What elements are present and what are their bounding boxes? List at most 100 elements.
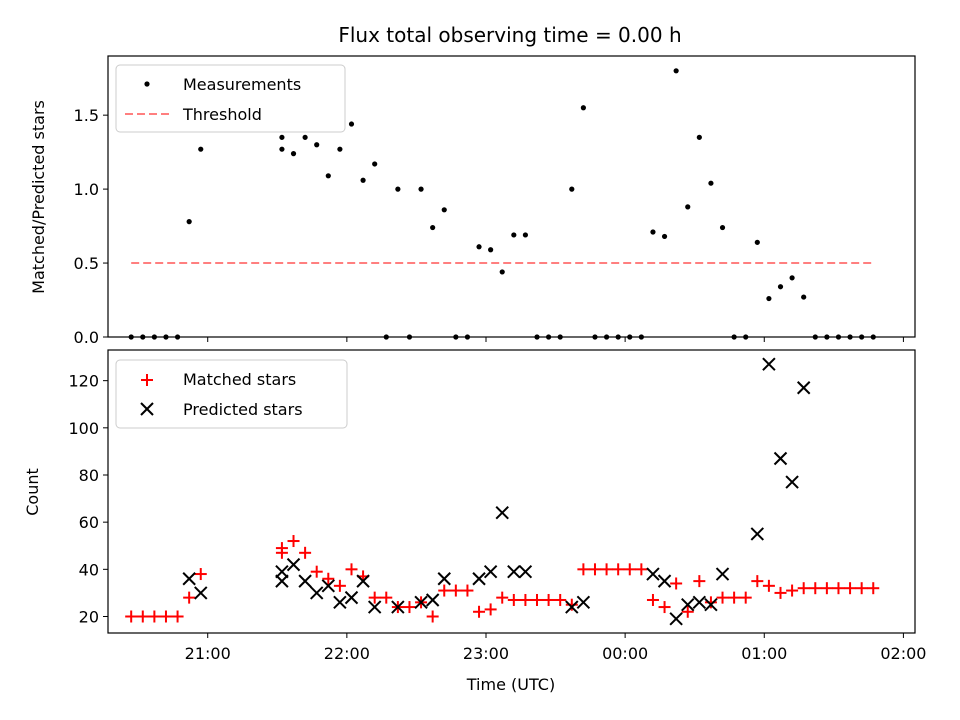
matched-star-point (600, 563, 613, 576)
matched-star-point (588, 563, 601, 576)
measurement-point (418, 186, 424, 192)
measurement-point (859, 334, 865, 340)
predicted-star-point (472, 572, 486, 586)
x-tick-label: 22:00 (324, 644, 370, 663)
matched-star-point (310, 565, 323, 578)
predicted-star-point (785, 475, 799, 489)
measurement-point (476, 244, 482, 250)
measurement-point (511, 232, 517, 238)
matched-star-point (322, 572, 335, 585)
matched-star-point (612, 563, 625, 576)
measurement-point (151, 334, 157, 340)
measurement-point (441, 207, 447, 213)
predicted-star-point (681, 597, 695, 612)
matched-star-point (867, 582, 880, 595)
top-y-tick-label: 0.5 (74, 254, 99, 273)
matched-stars-points (125, 535, 880, 623)
bottom-y-tick-label: 40 (79, 560, 99, 579)
measurement-point (302, 134, 308, 140)
predicted-star-point (669, 612, 683, 626)
top-x-ticks (207, 337, 904, 342)
predicted-star-point (646, 567, 660, 581)
measurement-point (406, 334, 413, 340)
matched-star-point (751, 575, 764, 588)
predicted-star-point (773, 451, 788, 466)
matched-star-point (635, 563, 648, 576)
top-plot-area (107, 55, 916, 338)
legend-measurements-marker (144, 81, 150, 87)
measurement-point (314, 142, 320, 148)
measurement-point (174, 334, 181, 340)
matched-star-point (681, 605, 694, 618)
measurement-point (812, 334, 818, 340)
bottom-y-tick-label: 60 (79, 513, 99, 532)
matched-star-point (844, 582, 857, 595)
predicted-star-point (309, 586, 324, 600)
measurement-point (430, 224, 436, 231)
top-y-axis-label: Matched/Predicted stars (29, 100, 48, 294)
matched-star-point (473, 605, 486, 618)
measurement-point (488, 247, 494, 253)
matched-star-point (333, 579, 346, 592)
predicted-star-point (704, 597, 718, 612)
matched-star-point (716, 591, 729, 604)
matched-star-point (797, 582, 810, 595)
measurement-point (766, 295, 772, 302)
measurement-point (557, 334, 563, 340)
measurement-point (522, 232, 529, 238)
bottom-y-ticks: 20 40 60 80 100 120 (68, 372, 108, 626)
predicted-star-point (483, 564, 498, 579)
matched-star-point (183, 591, 196, 604)
legend-predicted-label: Predicted stars (183, 400, 303, 419)
bottom-y-tick-label: 120 (68, 372, 99, 391)
measurement-point (673, 68, 679, 74)
matched-star-point (171, 610, 184, 623)
top-y-tick-label: 1.0 (74, 180, 99, 199)
predicted-star-point (657, 574, 672, 588)
x-tick-label: 00:00 (602, 644, 648, 663)
measurement-point (383, 334, 389, 340)
matched-star-point (542, 593, 555, 606)
measurement-point (615, 334, 621, 340)
matched-star-point (855, 582, 868, 595)
measurement-point (661, 233, 668, 240)
measurement-point (395, 186, 401, 192)
measurement-point (337, 146, 343, 152)
predicted-star-point (182, 572, 196, 586)
measurement-point (464, 334, 471, 340)
matched-star-point (345, 563, 358, 576)
matched-star-point (809, 582, 822, 595)
measurement-point (627, 334, 633, 340)
matched-star-point (554, 593, 567, 606)
bottom-y-tick-label: 20 (79, 607, 99, 626)
x-axis-label: Time (UTC) (466, 675, 555, 694)
measurement-point (696, 134, 702, 140)
predicted-star-point (414, 595, 428, 610)
matched-star-point (299, 546, 312, 559)
matched-star-point (820, 582, 833, 595)
matched-star-point (704, 596, 717, 609)
measurement-point (708, 180, 714, 186)
matched-star-point (774, 586, 787, 599)
measurement-point (789, 275, 795, 281)
top-legend-box (115, 64, 346, 133)
bottom-panel: 20 40 60 80 100 120 21:00 22:00 23:00 00:00 01:00… (23, 349, 926, 694)
measurement-point (569, 186, 575, 192)
measurement-point (128, 334, 134, 340)
measurement-point (279, 146, 285, 152)
predicted-star-point (425, 593, 440, 607)
matched-star-point (496, 591, 509, 604)
measurement-point (603, 334, 610, 340)
predicted-stars-points (182, 357, 811, 626)
matched-star-point (449, 584, 462, 597)
bottom-legend: Matched stars Predicted stars (115, 359, 348, 429)
legend-measurements-label: Measurements (183, 75, 301, 94)
measurement-point (580, 105, 586, 111)
matched-star-point (194, 568, 207, 581)
x-tick-label: 21:00 (185, 644, 231, 663)
predicted-star-point (286, 557, 301, 572)
matched-star-point (646, 593, 659, 606)
measurement-point (290, 151, 297, 157)
predicted-star-point (507, 564, 521, 579)
legend-matched-marker (141, 374, 153, 386)
